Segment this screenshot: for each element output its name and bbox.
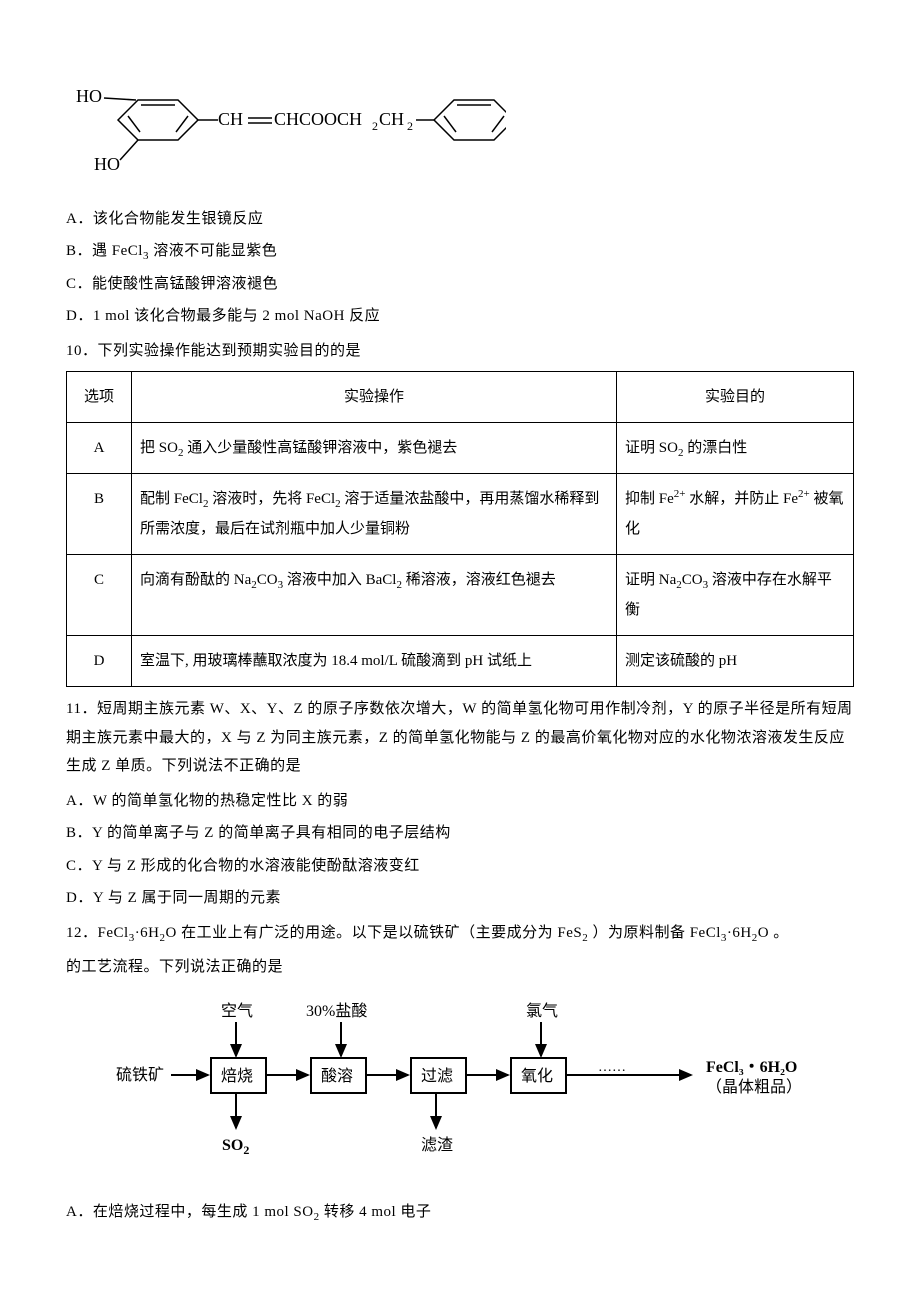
q10-table: 选项 实验操作 实验目的 A 把 SO2 通入少量酸性高锰酸钾溶液中，紫色褪去 … [66, 371, 854, 687]
flow-input-cl2: 氯气 [526, 1002, 558, 1020]
q11-a: A．W 的简单氢化物的热稳定性比 X 的弱 [66, 787, 854, 816]
q9-option-d: D．1 mol 该化合物最多能与 2 mol NaOH 反应 [66, 302, 854, 331]
q10-a-opt: A [67, 423, 132, 474]
flow-box-3: 氧化 [521, 1067, 553, 1085]
q10-h2: 实验目的 [617, 372, 854, 423]
flow-start: 硫铁矿 [116, 1066, 164, 1084]
q10-c-opt: C [67, 555, 132, 636]
q10-h0: 选项 [67, 372, 132, 423]
q9-option-a: A．该化合物能发生银镜反应 [66, 205, 854, 234]
flow-input-hcl: 30%盐酸 [306, 1002, 367, 1020]
q10-a-op: 把 SO2 通入少量酸性高锰酸钾溶液中，紫色褪去 [132, 423, 617, 474]
q10-c-goal: 证明 Na2CO3 溶液中存在水解平衡 [617, 555, 854, 636]
q10-d-goal: 测定该硫酸的 pH [617, 636, 854, 687]
label-ho-top: HO [76, 86, 102, 106]
q11-stem: 11．短周期主族元素 W、X、Y、Z 的原子序数依次增大，W 的简单氢化物可用作… [66, 695, 854, 781]
structural-formula: HO HO CH CHCOOCH 2 CH 2 [76, 80, 854, 187]
q10-d-op: 室温下, 用玻璃棒蘸取浓度为 18.4 mol/L 硫酸滴到 pH 试纸上 [132, 636, 617, 687]
q12-stem1: 12．FeCl3·6H2O 在工业上有广泛的用途。以下是以硫铁矿（主要成分为 F… [66, 919, 854, 948]
svg-text:CHCOOCH: CHCOOCH [274, 109, 362, 129]
flow-diagram: 空气 30%盐酸 氯气 硫铁矿 焙烧 酸溶 过滤 氧化 …… FeCl₃・6H₂… [116, 1000, 854, 1181]
q11-d: D．Y 与 Z 属于同一周期的元素 [66, 884, 854, 913]
flow-out-so2: SO2 [222, 1137, 249, 1157]
q11-c: C．Y 与 Z 形成的化合物的水溶液能使酚酞溶液变红 [66, 852, 854, 881]
flow-out-residue: 滤渣 [421, 1136, 453, 1154]
flow-box-1: 酸溶 [321, 1067, 353, 1085]
svg-text:CH: CH [218, 109, 243, 129]
flow-product1: FeCl₃・6H₂O [706, 1059, 797, 1076]
q12-stem2: 的工艺流程。下列说法正确的是 [66, 953, 854, 982]
flow-input-air: 空气 [221, 1002, 253, 1020]
svg-text:CH: CH [379, 109, 404, 129]
q11-b: B．Y 的简单离子与 Z 的简单离子具有相同的电子层结构 [66, 819, 854, 848]
svg-text:2: 2 [372, 119, 378, 133]
svg-text:……: …… [598, 1060, 626, 1075]
q9-option-b: B．遇 FeCl3 溶液不可能显紫色 [66, 237, 854, 266]
q10-b-op: 配制 FeCl2 溶液时，先将 FeCl2 溶于适量浓盐酸中，再用蒸馏水稀释到所… [132, 474, 617, 555]
q10-b-goal: 抑制 Fe2+ 水解，并防止 Fe2+ 被氧化 [617, 474, 854, 555]
label-ho-bottom: HO [94, 154, 120, 174]
q10-h1: 实验操作 [132, 372, 617, 423]
q9-option-c: C．能使酸性高锰酸钾溶液褪色 [66, 270, 854, 299]
q12-a: A．在焙烧过程中，每生成 1 mol SO2 转移 4 mol 电子 [66, 1198, 854, 1227]
q10-a-goal: 证明 SO2 的漂白性 [617, 423, 854, 474]
q10-b-opt: B [67, 474, 132, 555]
q10-c-op: 向滴有酚酞的 Na2CO3 溶液中加入 BaCl2 稀溶液，溶液红色褪去 [132, 555, 617, 636]
flow-box-2: 过滤 [421, 1067, 453, 1085]
flow-box-0: 焙烧 [221, 1067, 253, 1085]
svg-text:2: 2 [407, 119, 413, 133]
q10-stem: 10．下列实验操作能达到预期实验目的的是 [66, 337, 854, 366]
q10-d-opt: D [67, 636, 132, 687]
flow-product2: （晶体粗品） [706, 1078, 802, 1096]
